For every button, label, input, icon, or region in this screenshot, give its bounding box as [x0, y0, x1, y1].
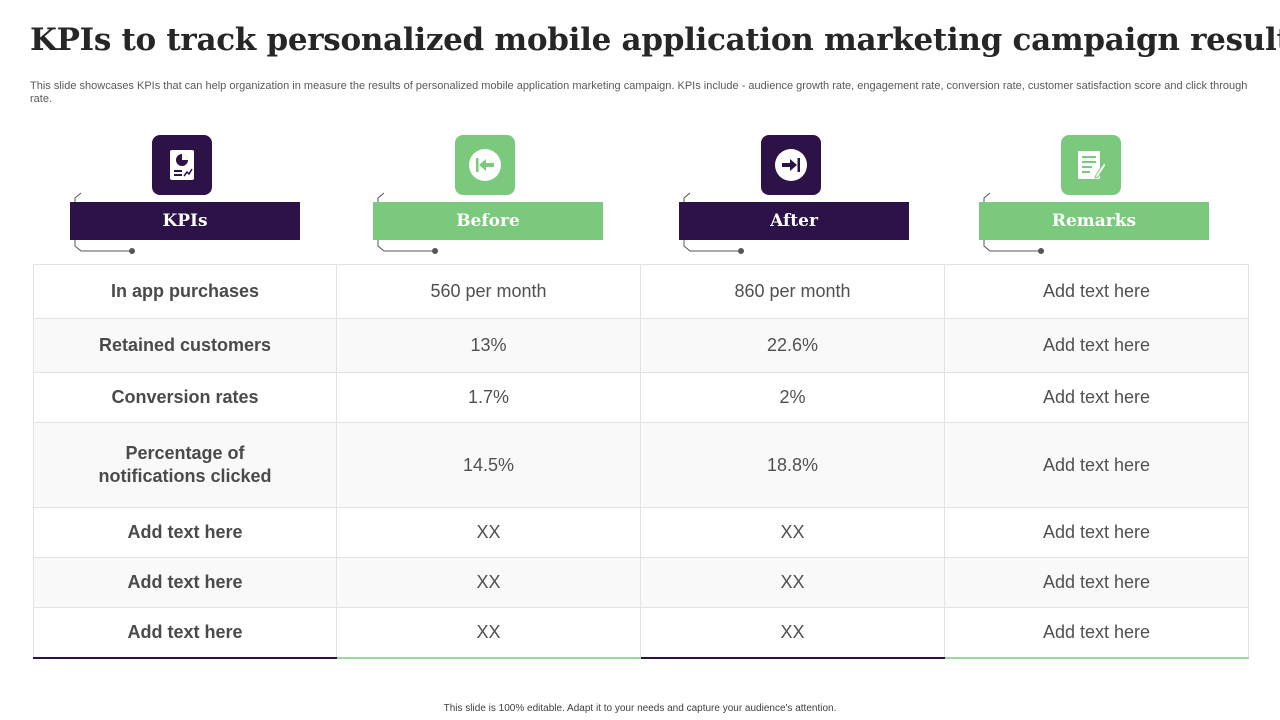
table-row: Add text here XX XX Add text here [33, 557, 1249, 608]
page-title: KPIs to track personalized mobile applic… [30, 22, 1280, 58]
kpi-cell: Add text here [33, 507, 337, 558]
remarks-cell: Add text here [944, 557, 1249, 608]
arrow-right-circle-icon [761, 135, 821, 195]
after-cell: XX [640, 507, 945, 558]
after-cell: XX [640, 607, 945, 659]
remarks-cell: Add text here [944, 422, 1249, 508]
kpi-cell-text: Percentage of notifications clicked [98, 443, 272, 486]
kpi-cell: In app purchases [33, 264, 337, 319]
bracket-decoration [377, 192, 438, 254]
header-after: After [676, 132, 926, 257]
header-before-label: Before [373, 202, 603, 240]
after-cell: 2% [640, 372, 945, 423]
before-cell: 13% [336, 318, 641, 373]
kpi-cell: Retained customers [33, 318, 337, 373]
footer-note: This slide is 100% editable. Adapt it to… [443, 703, 837, 714]
header-before: Before [370, 132, 620, 257]
kpi-table: In app purchases 560 per month 860 per m… [33, 264, 1249, 659]
notepad-pencil-icon [1061, 135, 1121, 195]
remarks-cell: Add text here [944, 318, 1249, 373]
header-remarks: Remarks [976, 132, 1226, 257]
table-row: Conversion rates 1.7% 2% Add text here [33, 372, 1249, 423]
bracket-decoration [74, 192, 135, 254]
remarks-cell: Add text here [944, 507, 1249, 558]
kpi-cell: Conversion rates [33, 372, 337, 423]
before-cell: 14.5% [336, 422, 641, 508]
header-kpis: KPIs [67, 132, 317, 257]
kpi-cell: Add text here [33, 557, 337, 608]
before-cell: XX [336, 507, 641, 558]
table-row: Add text here XX XX Add text here [33, 507, 1249, 558]
bracket-decoration [983, 192, 1044, 254]
before-cell: XX [336, 557, 641, 608]
arrow-left-circle-icon [455, 135, 515, 195]
before-cell: XX [336, 607, 641, 659]
remarks-cell: Add text here [944, 372, 1249, 423]
page-subtitle: This slide showcases KPIs that can help … [30, 80, 1248, 105]
header-remarks-label: Remarks [979, 202, 1209, 240]
before-cell: 1.7% [336, 372, 641, 423]
remarks-cell: Add text here [944, 607, 1249, 659]
after-cell: 22.6% [640, 318, 945, 373]
kpi-cell: Add text here [33, 607, 337, 659]
header-after-label: After [679, 202, 909, 240]
header-kpis-label: KPIs [70, 202, 300, 240]
table-row: Add text here XX XX Add text here [33, 607, 1249, 659]
table-row: Retained customers 13% 22.6% Add text he… [33, 318, 1249, 373]
bracket-decoration [683, 192, 744, 254]
pie-chart-report-icon [152, 135, 212, 195]
before-cell: 560 per month [336, 264, 641, 319]
table-row: In app purchases 560 per month 860 per m… [33, 264, 1249, 319]
table-row: Percentage of notifications clicked 14.5… [33, 422, 1249, 508]
after-cell: 860 per month [640, 264, 945, 319]
after-cell: 18.8% [640, 422, 945, 508]
remarks-cell: Add text here [944, 264, 1249, 319]
after-cell: XX [640, 557, 945, 608]
kpi-cell: Percentage of notifications clicked [33, 422, 337, 508]
